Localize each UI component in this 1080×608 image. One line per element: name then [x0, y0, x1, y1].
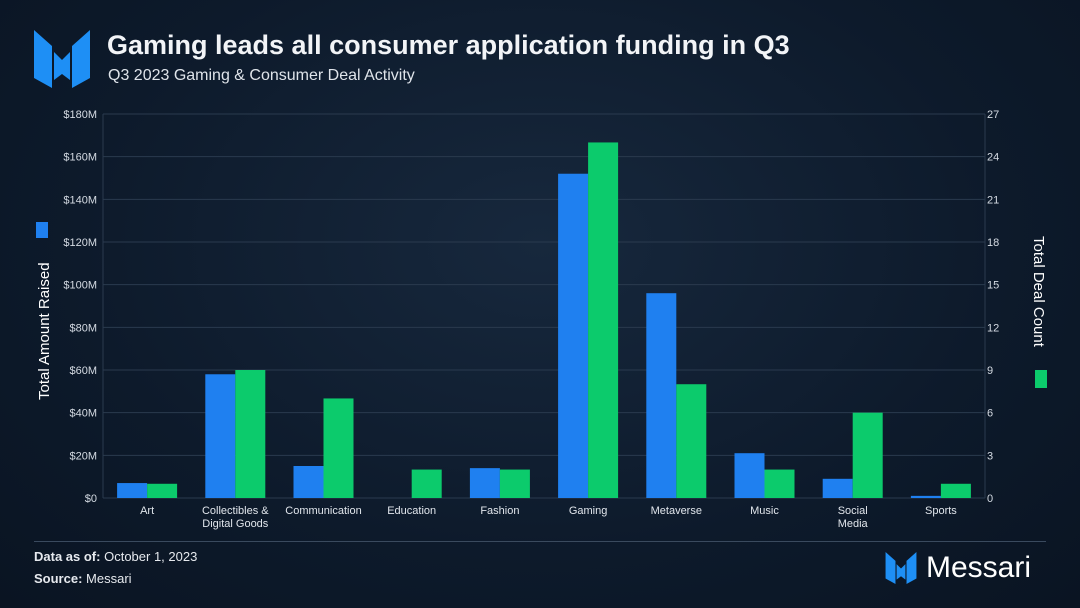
left-tick-label: $180M [63, 109, 97, 121]
bar-amount-raised [117, 483, 148, 498]
bar-deal-count [323, 398, 354, 498]
bar-deal-count [764, 469, 795, 498]
left-tick-label: $60M [69, 365, 97, 377]
right-tick-label: 18 [987, 237, 999, 249]
bar-deal-count [676, 384, 707, 498]
messari-brand-icon [885, 552, 917, 584]
right-tick-label: 27 [987, 109, 999, 121]
bar-deal-count [499, 469, 530, 498]
bar-amount-raised [734, 453, 765, 498]
footer-divider [34, 541, 1046, 542]
right-axis-label: Total Deal Count [1030, 236, 1047, 348]
bar-deal-count [411, 469, 442, 498]
left-tick-label: $40M [69, 408, 97, 420]
left-tick-label: $160M [63, 152, 97, 164]
bar-amount-raised [293, 466, 324, 498]
chart: $0 0 $20M 3 $40M 6 $60M 9 $80M 12 $100M 15 $120M 18 $1… [36, 109, 1047, 530]
x-tick-label: Education [387, 505, 436, 517]
x-tick-label: Social Media [838, 505, 869, 530]
bar-amount-raised [822, 478, 853, 498]
left-axis-label-group: Total Amount Raised [36, 222, 53, 400]
brand: Messari [884, 551, 1031, 585]
x-tick-label: Fashion [480, 505, 519, 517]
right-tick-label: 24 [987, 152, 999, 164]
x-tick-label: Music [750, 505, 779, 517]
bar-amount-raised [558, 173, 589, 498]
bar-amount-raised [469, 468, 500, 498]
brand-name: Messari [926, 551, 1032, 584]
right-tick-label: 0 [987, 493, 993, 505]
bar-amount-raised [910, 495, 941, 498]
legend-swatch-count [1035, 370, 1047, 388]
left-tick-label: $100M [63, 280, 97, 292]
right-tick-label: 12 [987, 322, 999, 334]
bar-amount-raised [646, 293, 677, 498]
right-tick-label: 15 [987, 280, 999, 292]
bar-deal-count [940, 483, 971, 498]
left-tick-label: $0 [85, 493, 97, 505]
x-tick-label: Art [140, 505, 154, 517]
left-tick-label: $140M [63, 194, 97, 206]
left-tick-label: $20M [69, 450, 97, 462]
right-tick-label: 9 [987, 365, 993, 377]
x-tick-label: Gaming [569, 505, 608, 517]
right-tick-label: 3 [987, 450, 993, 462]
data-as-of: Data as of: October 1, 2023 [34, 549, 198, 564]
x-tick-label: Communication [285, 505, 361, 517]
bar-deal-count [147, 483, 178, 498]
left-axis-label: Total Amount Raised [36, 262, 53, 400]
bar-deal-count [235, 370, 266, 498]
x-tick-label: Sports [925, 505, 957, 517]
left-tick-label: $80M [69, 322, 97, 334]
right-tick-label: 21 [987, 194, 999, 206]
messari-logo-icon [34, 30, 90, 88]
right-tick-label: 6 [987, 408, 993, 420]
x-tick-label: Collectibles & Digital Goods [202, 505, 269, 530]
chart-title: Gaming leads all consumer application fu… [107, 30, 790, 60]
bar-amount-raised [205, 374, 236, 498]
left-tick-label: $120M [63, 237, 97, 249]
bar-deal-count [852, 412, 883, 498]
legend-swatch-amount [36, 222, 48, 238]
x-tick-label: Metaverse [651, 505, 702, 517]
source: Source: Messari [34, 571, 132, 586]
chart-subtitle: Q3 2023 Gaming & Consumer Deal Activity [108, 67, 415, 84]
bar-deal-count [588, 142, 619, 498]
right-axis-label-group: Total Deal Count [1030, 236, 1047, 388]
